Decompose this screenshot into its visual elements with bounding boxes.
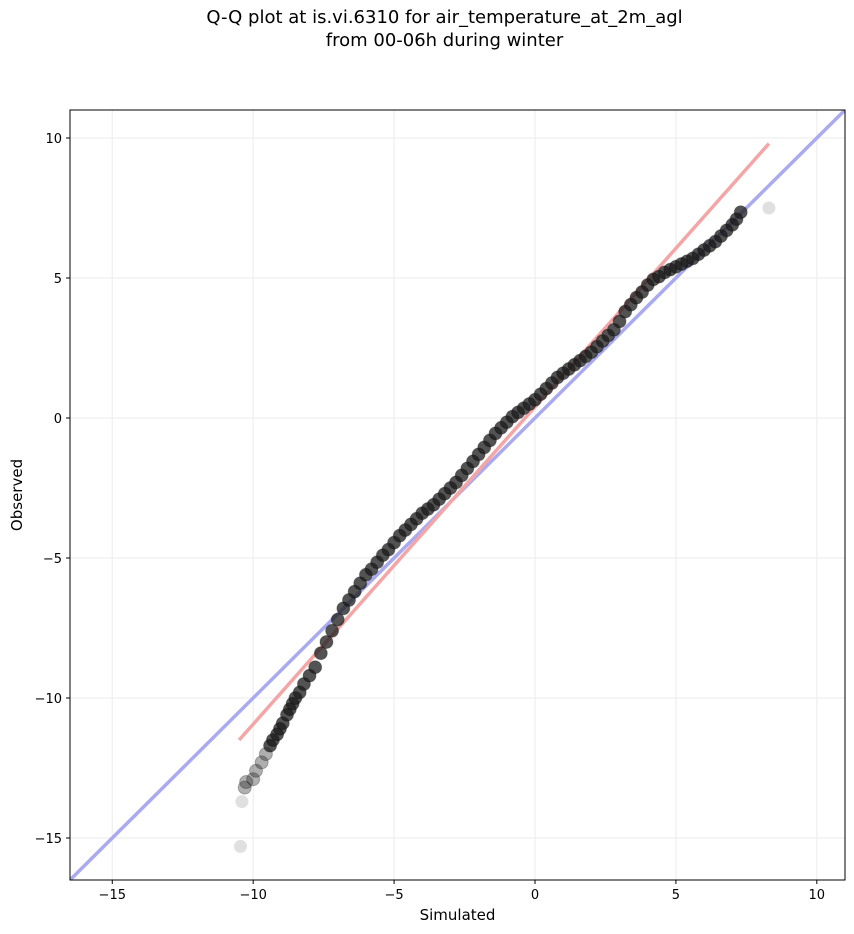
x-tick-label: 10 bbox=[809, 888, 826, 903]
plot-frame bbox=[69, 109, 846, 881]
x-tick-label: −10 bbox=[239, 888, 266, 903]
grid bbox=[70, 110, 845, 880]
data-point bbox=[762, 201, 776, 215]
chart-subtitle: from 00-06h during winter bbox=[325, 30, 564, 51]
y-tick-label: −15 bbox=[35, 832, 62, 847]
y-tick-label: −5 bbox=[43, 552, 62, 567]
data-point bbox=[733, 205, 748, 220]
data-points bbox=[234, 201, 776, 853]
data-point bbox=[235, 795, 249, 809]
data-point bbox=[319, 635, 334, 649]
data-point bbox=[246, 772, 261, 787]
x-tick-label: −15 bbox=[99, 888, 126, 903]
y-axis: −15 −10 −5 0 5 10 bbox=[35, 132, 70, 847]
chart-title: Q-Q plot at is.vi.6310 for air_temperatu… bbox=[206, 7, 683, 28]
x-tick-label: 5 bbox=[672, 888, 680, 903]
y-axis-label: Observed bbox=[8, 459, 26, 531]
data-point bbox=[325, 623, 340, 638]
data-point bbox=[234, 839, 247, 853]
x-tick-label: −5 bbox=[385, 888, 404, 903]
data-point bbox=[239, 775, 254, 789]
y-tick-label: 10 bbox=[45, 132, 62, 147]
y-tick-label: −10 bbox=[35, 692, 62, 707]
x-axis-label: Simulated bbox=[420, 906, 496, 924]
data-point bbox=[237, 780, 252, 795]
y-tick-label: 5 bbox=[54, 272, 62, 287]
data-point bbox=[254, 755, 269, 770]
y-tick-label: 0 bbox=[54, 412, 62, 427]
x-axis: −15 −10 −5 0 5 10 bbox=[99, 880, 826, 903]
data-point bbox=[313, 646, 328, 661]
data-point bbox=[612, 314, 627, 329]
data-point bbox=[249, 763, 263, 778]
data-point bbox=[308, 660, 323, 675]
x-tick-label: 0 bbox=[531, 888, 539, 903]
data-point bbox=[330, 612, 345, 627]
